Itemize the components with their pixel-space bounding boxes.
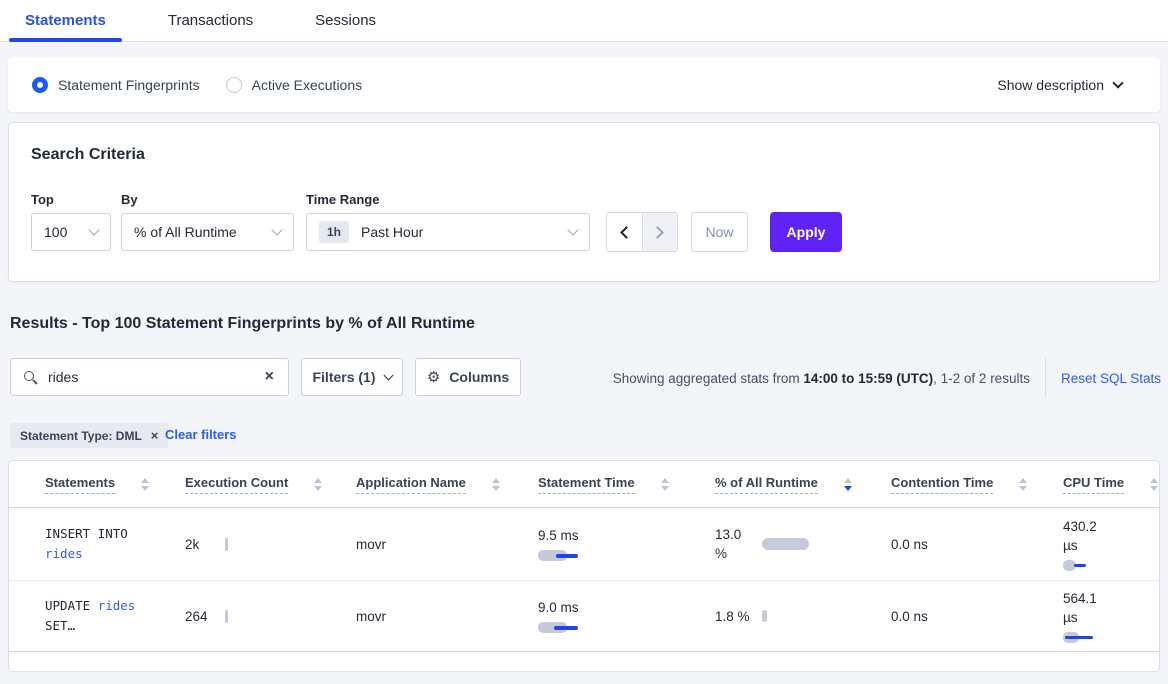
search-criteria-card: Search Criteria Top 100 By % of All Runt… — [8, 122, 1160, 282]
statement-time-bar — [538, 550, 598, 562]
tab-statements[interactable]: Statements — [9, 0, 122, 42]
table-row: INSERT INTO rides 2k movr 9.5 ms 13.0 % … — [9, 508, 1159, 580]
stats-area: Showing aggregated stats from 14:00 to 1… — [613, 358, 1161, 398]
search-icon — [23, 370, 38, 385]
time-range-arrow-group — [606, 212, 678, 252]
time-range-next-button[interactable] — [641, 213, 677, 251]
tab-transactions[interactable]: Transactions — [167, 12, 254, 29]
statement-link[interactable]: rides — [45, 546, 83, 561]
apply-button[interactable]: Apply — [770, 212, 842, 252]
remove-filter-icon[interactable]: × — [150, 428, 159, 443]
statements-table: Statements Execution Count Application N… — [8, 460, 1160, 672]
statement-search-box: × — [10, 358, 289, 396]
sort-icon[interactable] — [1150, 477, 1159, 491]
columns-button[interactable]: ⚙ Columns — [415, 358, 521, 396]
time-range-badge: 1h — [319, 221, 350, 243]
table-header-row: Statements Execution Count Application N… — [9, 461, 1159, 508]
clear-search-icon[interactable]: × — [264, 368, 274, 385]
search-criteria-title: Search Criteria — [31, 146, 145, 163]
radio-statement-fingerprints[interactable]: Statement Fingerprints — [32, 77, 200, 93]
statement-cell: UPDATE rides SET… — [45, 598, 136, 633]
arrow-right-icon — [651, 225, 665, 239]
radio-active-executions[interactable]: Active Executions — [225, 77, 363, 93]
time-range-prev-button[interactable] — [607, 213, 642, 251]
tab-sessions[interactable]: Sessions — [315, 12, 377, 29]
time-range-value: Past Hour — [361, 224, 424, 240]
view-toggle-bar: Statement Fingerprints Active Executions… — [8, 58, 1160, 112]
by-select-value: % of All Runtime — [134, 224, 237, 240]
show-description-label: Show description — [997, 77, 1104, 93]
statement-time-cell: 9.0 ms — [538, 598, 715, 634]
time-range-field-label: Time Range — [306, 192, 380, 207]
results-heading: Results - Top 100 Statement Fingerprints… — [10, 315, 475, 332]
cpu-time-cell: 430.2 µs — [1063, 517, 1159, 572]
chevron-down-icon — [383, 370, 393, 380]
column-header-statement-time[interactable]: Statement Time — [538, 475, 715, 494]
runtime-bar — [762, 610, 767, 622]
by-select[interactable]: % of All Runtime — [121, 213, 294, 251]
radio-label: Active Executions — [251, 77, 363, 93]
divider — [1044, 358, 1046, 398]
by-field-label: By — [121, 192, 138, 207]
radio-icon — [32, 77, 48, 93]
column-header-statements[interactable]: Statements — [45, 475, 185, 494]
time-range-select[interactable]: 1h Past Hour — [306, 213, 590, 251]
cpu-time-bar — [1063, 559, 1111, 572]
column-header-application-name[interactable]: Application Name — [356, 475, 538, 494]
statement-time-bar — [538, 622, 598, 634]
top-tab-bar: Statements Transactions Sessions — [0, 0, 1168, 42]
top-select-value: 100 — [44, 224, 68, 240]
chevron-down-icon — [567, 224, 579, 236]
sort-icon[interactable] — [141, 477, 150, 491]
contention-time-cell: 0.0 ns — [891, 536, 928, 552]
show-description-toggle[interactable]: Show description — [997, 77, 1136, 93]
application-name-cell: movr — [356, 608, 386, 624]
table-row: UPDATE rides SET… 264 movr 9.0 ms 1.8 % … — [9, 580, 1159, 652]
cpu-time-bar — [1063, 631, 1111, 644]
radio-icon — [225, 77, 242, 93]
filter-chip-statement-type: Statement Type: DML × — [10, 423, 169, 448]
execution-count-cell: 264 — [185, 607, 356, 626]
filters-button[interactable]: Filters (1) — [301, 358, 403, 396]
clear-filters-link[interactable]: Clear filters — [165, 427, 237, 442]
reset-sql-stats-link[interactable]: Reset SQL Stats — [1060, 370, 1161, 386]
application-name-cell: movr — [356, 536, 386, 552]
execution-count-bar — [225, 537, 228, 551]
column-header-contention-time[interactable]: Contention Time — [891, 475, 1063, 494]
statement-link[interactable]: rides — [97, 598, 136, 613]
runtime-cell: 1.8 % — [715, 607, 891, 626]
radio-label: Statement Fingerprints — [58, 77, 200, 93]
execution-count-bar — [225, 609, 228, 623]
arrow-left-icon — [620, 225, 633, 239]
contention-time-cell: 0.0 ns — [891, 608, 928, 624]
now-button[interactable]: Now — [691, 212, 748, 252]
runtime-bar — [762, 538, 809, 550]
cpu-time-cell: 564.1 µs — [1063, 589, 1159, 644]
execution-count-cell: 2k — [185, 535, 356, 554]
column-header-runtime[interactable]: % of All Runtime — [715, 475, 891, 494]
filters-label: Filters (1) — [312, 369, 376, 385]
sort-icon[interactable] — [314, 477, 323, 491]
sort-icon[interactable] — [660, 477, 669, 491]
top-select[interactable]: 100 — [31, 213, 111, 251]
filter-chip-label: Statement Type: DML — [20, 428, 142, 443]
sort-icon[interactable] — [491, 477, 500, 491]
chevron-down-icon — [88, 224, 100, 236]
chevron-down-icon — [1112, 77, 1124, 89]
statement-time-cell: 9.5 ms — [538, 526, 715, 562]
search-input[interactable] — [48, 369, 263, 385]
sort-icon[interactable] — [1019, 477, 1028, 491]
gear-icon: ⚙ — [426, 367, 441, 386]
statement-cell: INSERT INTO rides — [45, 526, 128, 561]
column-header-execution-count[interactable]: Execution Count — [185, 475, 356, 494]
top-field-label: Top — [31, 192, 54, 207]
columns-label: Columns — [449, 369, 510, 385]
chevron-down-icon — [271, 224, 283, 236]
column-header-cpu-time[interactable]: CPU Time — [1063, 475, 1159, 494]
sort-icon[interactable] — [843, 477, 852, 491]
aggregated-stats-text: Showing aggregated stats from 14:00 to 1… — [612, 370, 1030, 386]
runtime-cell: 13.0 % — [715, 525, 891, 563]
